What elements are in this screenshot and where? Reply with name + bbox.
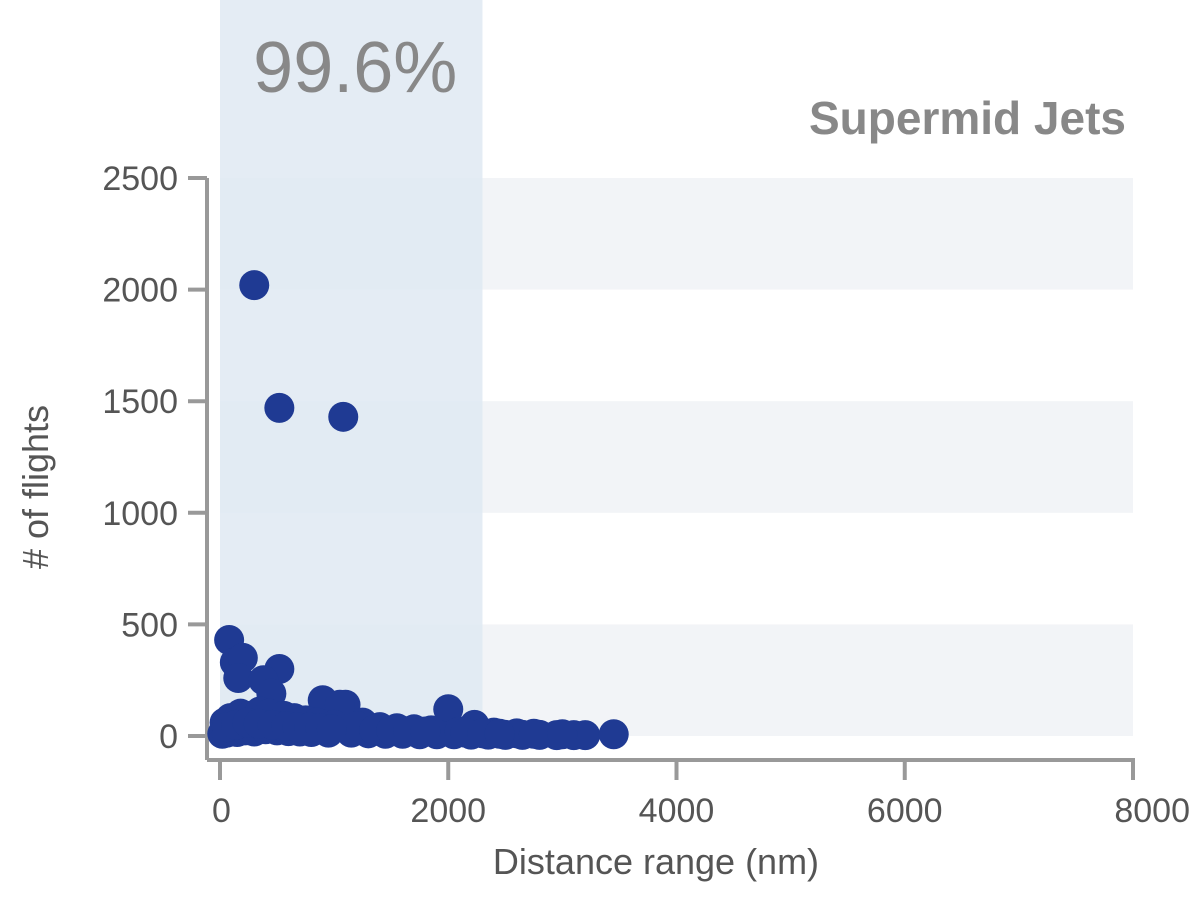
- y-tick-labels: 0 500 1000 1500 2000 2500: [102, 160, 178, 756]
- x-tick-label: 4000: [639, 792, 715, 830]
- data-point: [433, 694, 464, 725]
- data-points: [207, 270, 629, 751]
- data-point: [598, 719, 629, 750]
- y-tick-label: 0: [159, 718, 178, 756]
- data-point: [410, 716, 441, 747]
- data-point: [547, 719, 578, 750]
- data-point: [223, 662, 254, 693]
- x-tick-label: 8000: [1114, 792, 1190, 830]
- data-point: [518, 718, 549, 749]
- data-point: [570, 720, 601, 751]
- data-point: [484, 718, 515, 749]
- highlight-region-label: 99.6%: [253, 28, 457, 108]
- y-tick-label: 2500: [102, 160, 178, 198]
- x-tick-label: 6000: [867, 792, 943, 830]
- highlight-region: [220, 0, 483, 736]
- x-axis-title: Distance range (nm): [493, 841, 819, 882]
- x-tick-label: 2000: [410, 792, 486, 830]
- data-point: [264, 392, 295, 423]
- y-tick-label: 2000: [102, 272, 178, 310]
- y-tick-label: 1500: [102, 383, 178, 421]
- x-tick-labels: 0 2000 4000 6000 8000: [212, 792, 1190, 830]
- chart-title: Supermid Jets: [809, 92, 1126, 144]
- y-tick-label: 1000: [102, 495, 178, 533]
- x-tick-label: 0: [212, 792, 231, 830]
- data-point: [328, 401, 359, 432]
- y-tick-label: 500: [121, 606, 178, 644]
- data-point: [316, 714, 347, 745]
- y-axis-title: # of flights: [15, 405, 56, 569]
- data-point: [239, 270, 270, 301]
- axes: [188, 176, 1135, 780]
